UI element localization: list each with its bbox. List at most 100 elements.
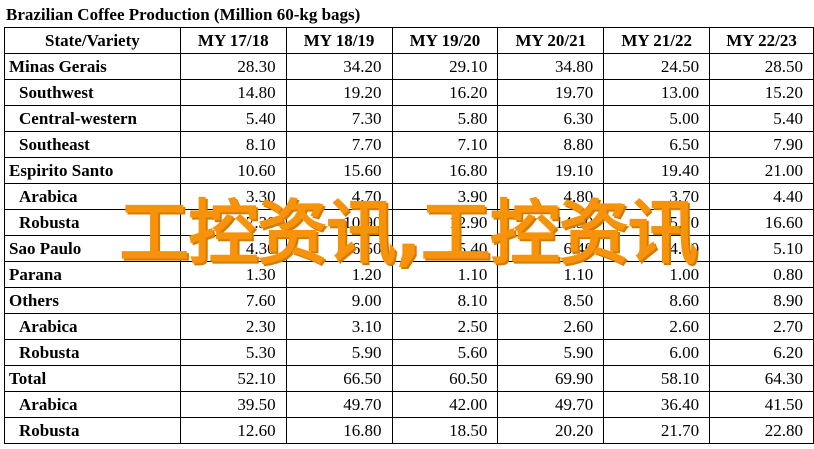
table-cell: 5.40 <box>391 235 499 262</box>
table-cell: 4.70 <box>285 183 393 210</box>
table-cell: 8.10 <box>391 287 499 314</box>
table-cell: 7.70 <box>285 131 393 158</box>
table-cell: 7.30 <box>179 209 287 236</box>
table-cell: 4.40 <box>709 183 814 210</box>
table-cell: 8.10 <box>179 131 287 158</box>
table-cell: 64.30 <box>709 365 814 392</box>
table-cell: 16.80 <box>285 417 393 444</box>
column-header-state: State/Variety <box>4 27 181 54</box>
table-cell: 16.60 <box>709 209 814 236</box>
table-row: Espirito Santo 10.60 15.60 16.80 19.10 19.40 2… <box>4 157 814 184</box>
table-cell: 1.10 <box>391 261 499 288</box>
table-row: Minas Gerais 28.30 34.20 29.10 34.80 24.50 28.… <box>4 53 814 80</box>
table-cell: 2.60 <box>497 313 605 340</box>
table-cell: 9.00 <box>285 287 393 314</box>
column-header-my-21-22: MY 21/22 <box>603 27 711 54</box>
column-header-my-18-19: MY 18/19 <box>285 27 393 54</box>
table-cell: 3.90 <box>391 183 499 210</box>
table-cell: 6.40 <box>497 235 605 262</box>
row-label: Espirito Santo <box>4 157 181 184</box>
table-cell: 16.20 <box>391 79 499 106</box>
table-cell: 34.20 <box>285 53 393 80</box>
table-row: Southwest 14.80 19.20 16.20 19.70 13.00 15.20 <box>4 79 814 106</box>
table-cell: 6.20 <box>709 339 814 366</box>
row-label: Sao Paulo <box>4 235 181 262</box>
column-header-my-20-21: MY 20/21 <box>497 27 605 54</box>
row-label: Total <box>4 365 181 392</box>
table-cell: 5.80 <box>391 105 499 132</box>
table-cell: 8.60 <box>603 287 711 314</box>
table-row: Robusta 5.30 5.90 5.60 5.90 6.00 6.20 <box>4 339 814 366</box>
table-cell: 52.10 <box>179 365 287 392</box>
table-cell: 5.90 <box>285 339 393 366</box>
table-cell: 1.00 <box>603 261 711 288</box>
table-cell: 5.40 <box>179 105 287 132</box>
table-cell: 4.30 <box>179 235 287 262</box>
table-cell: 21.00 <box>709 157 814 184</box>
table-cell: 1.30 <box>179 261 287 288</box>
table-cell: 12.90 <box>391 209 499 236</box>
row-label: Arabica <box>4 391 181 418</box>
table-cell: 2.60 <box>603 313 711 340</box>
table-cell: 69.90 <box>497 365 605 392</box>
table-cell: 19.10 <box>497 157 605 184</box>
table-row: Robusta 7.30 10.90 12.90 14.30 15.70 16.60 <box>4 209 814 236</box>
row-label: Parana <box>4 261 181 288</box>
row-label: Robusta <box>4 339 181 366</box>
table-cell: 6.30 <box>497 105 605 132</box>
table-cell: 15.20 <box>709 79 814 106</box>
table-cell: 49.70 <box>285 391 393 418</box>
row-label: Southeast <box>4 131 181 158</box>
coffee-production-table: State/Variety MY 17/18 MY 18/19 MY 19/20… <box>4 27 814 444</box>
table-row: Central-western 5.40 7.30 5.80 6.30 5.00 5.40 <box>4 105 814 132</box>
table-cell: 34.80 <box>497 53 605 80</box>
row-label: Arabica <box>4 313 181 340</box>
table-cell: 5.10 <box>709 235 814 262</box>
table-cell: 5.30 <box>179 339 287 366</box>
table-row: Arabica 3.30 4.70 3.90 4.80 3.70 4.40 <box>4 183 814 210</box>
row-label: Central-western <box>4 105 181 132</box>
table-cell: 29.10 <box>391 53 499 80</box>
table-cell: 20.20 <box>497 417 605 444</box>
table-cell: 14.80 <box>179 79 287 106</box>
table-cell: 1.10 <box>497 261 605 288</box>
table-body: Minas Gerais 28.30 34.20 29.10 34.80 24.50 28.… <box>4 53 814 444</box>
table-cell: 13.00 <box>603 79 711 106</box>
table-row: Arabica 2.30 3.10 2.50 2.60 2.60 2.70 <box>4 313 814 340</box>
table-cell: 6.00 <box>603 339 711 366</box>
table-cell: 28.30 <box>179 53 287 80</box>
table-cell: 12.60 <box>179 417 287 444</box>
table-cell: 7.10 <box>391 131 499 158</box>
table-cell: 58.10 <box>603 365 711 392</box>
table-cell: 6.50 <box>285 235 393 262</box>
column-header-my-19-20: MY 19/20 <box>391 27 499 54</box>
row-label: Others <box>4 287 181 314</box>
table-cell: 3.70 <box>603 183 711 210</box>
table-cell: 19.20 <box>285 79 393 106</box>
table-cell: 28.50 <box>709 53 814 80</box>
table-cell: 19.70 <box>497 79 605 106</box>
table-cell: 10.60 <box>179 157 287 184</box>
table-cell: 49.70 <box>497 391 605 418</box>
table-cell: 7.90 <box>709 131 814 158</box>
table-cell: 1.20 <box>285 261 393 288</box>
table-cell: 7.60 <box>179 287 287 314</box>
table-cell: 5.90 <box>497 339 605 366</box>
table-cell: 24.50 <box>603 53 711 80</box>
table-cell: 8.50 <box>497 287 605 314</box>
table-cell: 14.30 <box>497 209 605 236</box>
table-cell: 5.00 <box>603 105 711 132</box>
table-cell: 10.90 <box>285 209 393 236</box>
table-cell: 4.20 <box>603 235 711 262</box>
table-row: Sao Paulo 4.30 6.50 5.40 6.40 4.20 5.10 <box>4 235 814 262</box>
table-cell: 7.30 <box>285 105 393 132</box>
table-cell: 16.80 <box>391 157 499 184</box>
table-cell: 4.80 <box>497 183 605 210</box>
row-label: Robusta <box>4 209 181 236</box>
table-row: Robusta 12.60 16.80 18.50 20.20 21.70 22.80 <box>4 417 814 444</box>
row-label: Southwest <box>4 79 181 106</box>
table-cell: 19.40 <box>603 157 711 184</box>
column-header-my-22-23: MY 22/23 <box>709 27 814 54</box>
table-row: Southeast 8.10 7.70 7.10 8.80 6.50 7.90 <box>4 131 814 158</box>
header-row: State/Variety MY 17/18 MY 18/19 MY 19/20… <box>4 27 814 54</box>
